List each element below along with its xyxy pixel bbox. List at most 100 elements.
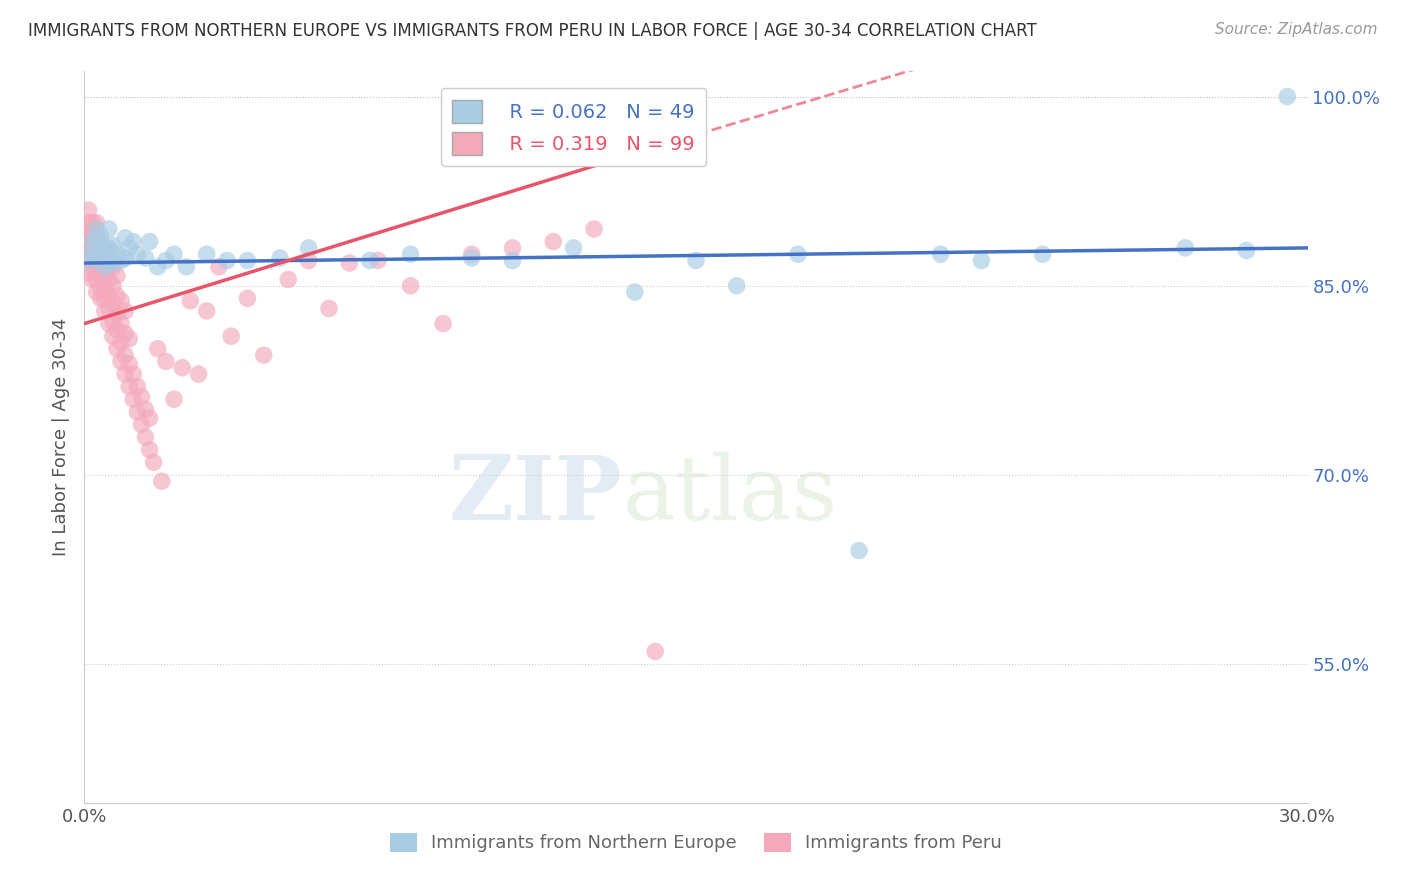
Point bbox=[77, 266, 100, 280]
Point bbox=[236, 253, 259, 268]
Text: IMMIGRANTS FROM NORTHERN EUROPE VS IMMIGRANTS FROM PERU IN LABOR FORCE | AGE 30-: IMMIGRANTS FROM NORTHERN EUROPE VS IMMIG… bbox=[28, 22, 1036, 40]
Point bbox=[82, 228, 104, 243]
Point bbox=[105, 323, 128, 337]
Point bbox=[86, 235, 108, 249]
Point bbox=[93, 260, 115, 274]
Point bbox=[131, 417, 153, 432]
Point bbox=[359, 253, 381, 268]
Point bbox=[298, 253, 321, 268]
Point bbox=[105, 306, 128, 320]
Point bbox=[118, 379, 141, 393]
Point bbox=[118, 332, 141, 346]
Point bbox=[90, 291, 112, 305]
Point bbox=[93, 304, 115, 318]
Point bbox=[118, 357, 141, 371]
Point bbox=[97, 253, 120, 268]
Point bbox=[97, 317, 120, 331]
Point bbox=[97, 272, 120, 286]
Point bbox=[502, 241, 524, 255]
Point bbox=[787, 247, 810, 261]
Point bbox=[93, 291, 115, 305]
Point bbox=[114, 304, 136, 318]
Point bbox=[1277, 89, 1299, 103]
Point bbox=[1032, 247, 1054, 261]
Point bbox=[90, 260, 112, 274]
Point bbox=[82, 247, 104, 261]
Point bbox=[82, 272, 104, 286]
Point bbox=[583, 222, 606, 236]
Point bbox=[122, 367, 145, 381]
Point bbox=[86, 216, 108, 230]
Point bbox=[82, 260, 104, 274]
Point bbox=[138, 442, 160, 457]
Point bbox=[93, 241, 115, 255]
Point bbox=[432, 317, 454, 331]
Point bbox=[127, 405, 149, 419]
Point bbox=[77, 216, 100, 230]
Point bbox=[172, 360, 194, 375]
Point bbox=[127, 379, 149, 393]
Point bbox=[101, 238, 124, 252]
Point bbox=[146, 342, 169, 356]
Point bbox=[1174, 241, 1197, 255]
Point bbox=[97, 301, 120, 316]
Point bbox=[90, 268, 112, 283]
Point bbox=[195, 304, 218, 318]
Point bbox=[82, 247, 104, 261]
Point bbox=[461, 251, 484, 265]
Point bbox=[929, 247, 952, 261]
Point bbox=[101, 256, 124, 270]
Point bbox=[86, 222, 108, 236]
Point bbox=[86, 272, 108, 286]
Point bbox=[90, 235, 112, 249]
Point bbox=[135, 251, 157, 265]
Point bbox=[219, 329, 242, 343]
Point bbox=[77, 235, 100, 249]
Point bbox=[82, 235, 104, 249]
Point bbox=[146, 260, 169, 274]
Point bbox=[90, 253, 112, 268]
Point bbox=[174, 260, 197, 274]
Point bbox=[155, 354, 177, 368]
Point bbox=[110, 253, 132, 268]
Point bbox=[86, 253, 108, 268]
Point bbox=[77, 203, 100, 218]
Point bbox=[298, 241, 321, 255]
Point bbox=[77, 228, 100, 243]
Point bbox=[93, 281, 115, 295]
Point bbox=[114, 367, 136, 381]
Point bbox=[93, 244, 115, 258]
Point bbox=[77, 241, 100, 255]
Point bbox=[114, 231, 136, 245]
Point bbox=[77, 247, 100, 261]
Point bbox=[318, 301, 340, 316]
Point bbox=[86, 228, 108, 243]
Point bbox=[105, 247, 128, 261]
Point bbox=[86, 266, 108, 280]
Point bbox=[114, 251, 136, 265]
Point bbox=[86, 241, 108, 255]
Point bbox=[461, 247, 484, 261]
Point bbox=[339, 256, 361, 270]
Point bbox=[725, 278, 748, 293]
Point bbox=[685, 253, 707, 268]
Point bbox=[135, 430, 157, 444]
Point bbox=[1236, 244, 1258, 258]
Point bbox=[86, 285, 108, 299]
Legend: Immigrants from Northern Europe, Immigrants from Peru: Immigrants from Northern Europe, Immigra… bbox=[382, 826, 1010, 860]
Point bbox=[163, 392, 186, 407]
Point bbox=[142, 455, 165, 469]
Point bbox=[122, 392, 145, 407]
Point bbox=[269, 251, 291, 265]
Point bbox=[110, 335, 132, 350]
Point bbox=[122, 235, 145, 249]
Point bbox=[970, 253, 993, 268]
Point bbox=[90, 281, 112, 295]
Point bbox=[502, 253, 524, 268]
Point bbox=[155, 253, 177, 268]
Point bbox=[86, 247, 108, 261]
Y-axis label: In Labor Force | Age 30-34: In Labor Force | Age 30-34 bbox=[52, 318, 70, 557]
Point bbox=[179, 293, 201, 308]
Point bbox=[105, 289, 128, 303]
Point bbox=[150, 474, 173, 488]
